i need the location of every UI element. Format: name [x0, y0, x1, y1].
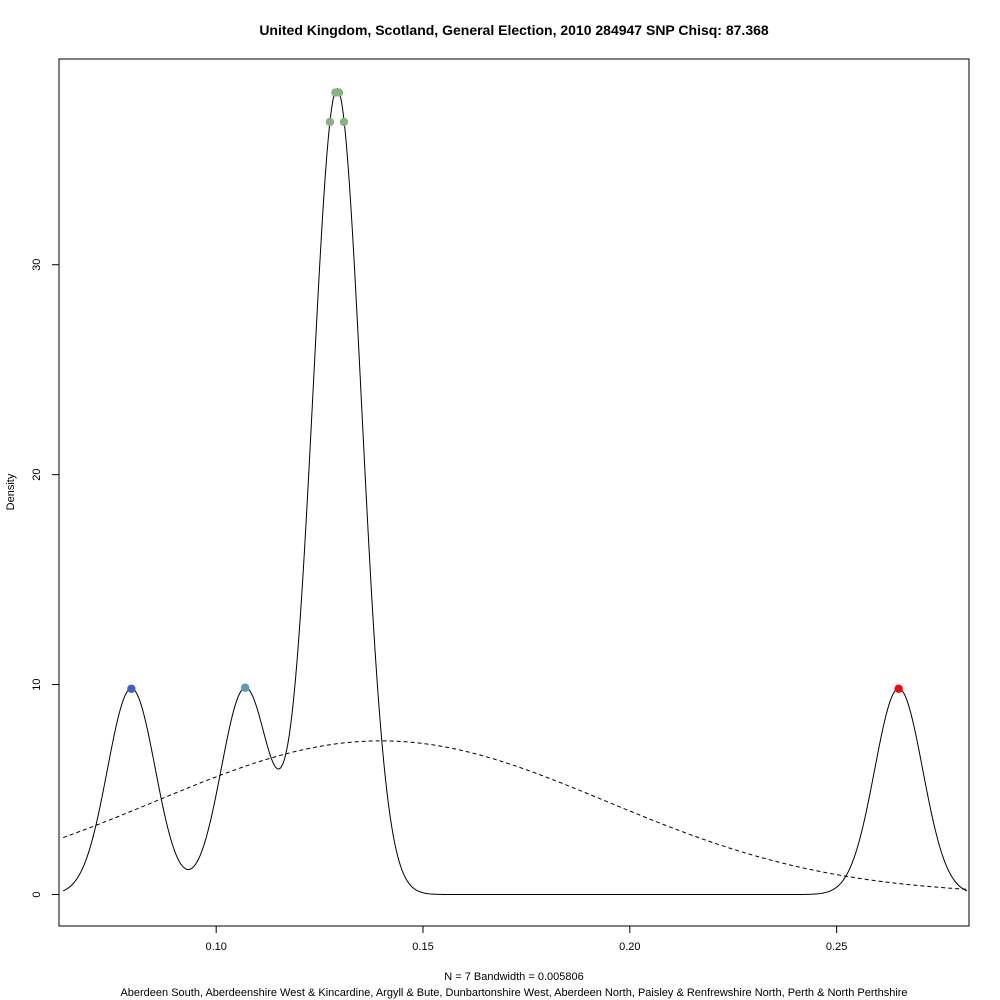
- data-point: [334, 88, 344, 97]
- plot-area: [62, 88, 968, 896]
- x-axis-label-constituencies: Aberdeen South, Aberdeenshire West & Kin…: [120, 987, 907, 999]
- y-tick-label: 10: [31, 678, 43, 690]
- data-point: [894, 684, 903, 693]
- y-tick-label: 20: [31, 469, 43, 481]
- plot-frame: [58, 58, 970, 927]
- data-point: [240, 683, 250, 692]
- data-point: [325, 117, 335, 127]
- y-tick-label: 0: [31, 891, 43, 897]
- y-axis-label: Density: [5, 473, 17, 510]
- axes: 0.10 0.15 0.20 0.25 0 10 20 30: [31, 259, 847, 953]
- y-tick-label: 30: [31, 259, 43, 271]
- x-tick-label: 0.10: [205, 941, 226, 953]
- x-tick-label: 0.20: [619, 941, 640, 953]
- normal-reference-line: [62, 740, 967, 890]
- x-axis-label-stats: N = 7 Bandwidth = 0.005806: [444, 971, 583, 983]
- x-tick-label: 0.15: [412, 941, 433, 953]
- kde-density-line: [62, 88, 968, 896]
- chart-title: United Kingdom, Scotland, General Electi…: [259, 22, 769, 38]
- x-tick-label: 0.25: [826, 941, 847, 953]
- data-point: [339, 117, 349, 127]
- data-point: [127, 684, 136, 693]
